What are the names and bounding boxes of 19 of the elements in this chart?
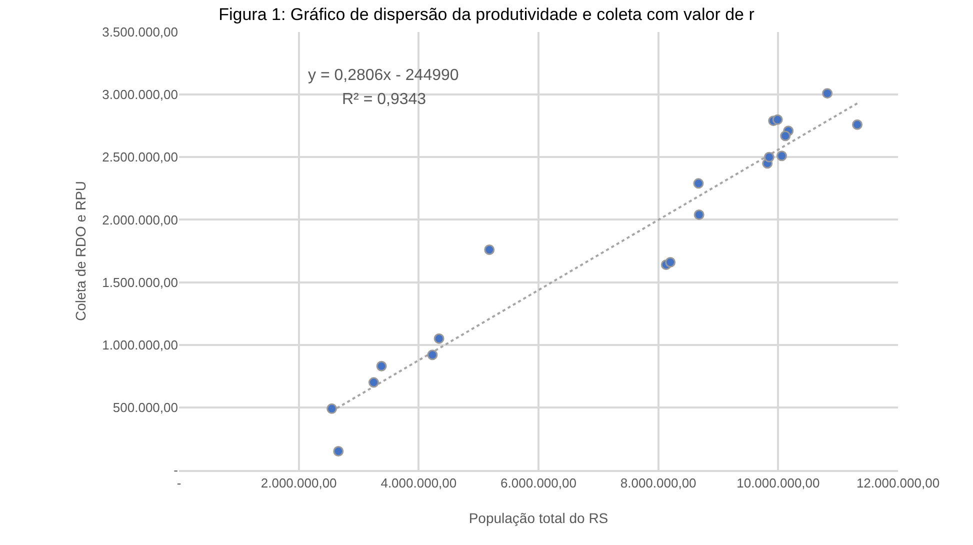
y-tick-label: 3.000.000,00 — [102, 87, 178, 102]
y-tick-label: - — [174, 462, 178, 478]
x-tick-label: 10.000.000,00 — [736, 476, 820, 491]
x-tick-label: 6.000.000,00 — [500, 476, 576, 491]
x-tick-label: 8.000.000,00 — [620, 476, 696, 491]
x-tick-label: 12.000.000,00 — [856, 476, 940, 491]
x-axis-title: População total do RS — [468, 510, 608, 526]
x-tick-label: 2.000.000,00 — [260, 476, 337, 491]
annotation: R² = 0,9343 — [342, 91, 426, 108]
y-tick-label: 1.500.000,00 — [102, 274, 178, 290]
annotation: y = 0,2806x - 244990 — [308, 67, 459, 84]
y-tick-label: 500.000,00 — [112, 400, 178, 415]
y-axis-title: Coleta de RDO e RPU — [72, 180, 89, 322]
chart-title: Figura 1: Gráfico de dispersão da produtividade e coleta com valor de r — [218, 5, 755, 24]
x-tick-label: 4.000.000,00 — [380, 476, 457, 491]
y-tick-label: 3.500.000,00 — [102, 24, 178, 40]
y-tick-label: 2.000.000,00 — [102, 212, 178, 228]
y-tick-label: 2.500.000,00 — [102, 150, 178, 165]
y-tick-label: 1.000.000,00 — [102, 337, 178, 352]
